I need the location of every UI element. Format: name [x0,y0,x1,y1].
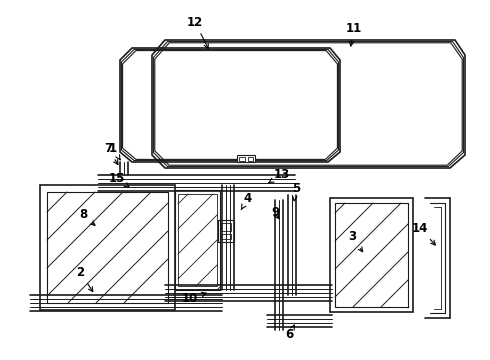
Text: 11: 11 [346,22,362,46]
Text: 14: 14 [412,221,435,245]
Text: 2: 2 [76,266,93,292]
Text: 1: 1 [109,141,120,160]
Text: 13: 13 [269,168,290,183]
Bar [221,223,231,231]
Text: 15: 15 [109,171,129,187]
Text: 7: 7 [104,141,118,165]
Bar [218,220,234,242]
Bar [237,155,255,162]
Text: 6: 6 [285,325,294,342]
Bar [248,157,253,161]
Bar [239,157,245,161]
Text: 4: 4 [241,192,252,210]
Text: 5: 5 [292,181,300,201]
Bar [221,234,231,239]
Text: 3: 3 [348,230,363,252]
Text: 12: 12 [187,15,208,48]
Text: 9: 9 [271,207,279,220]
Text: 10: 10 [182,292,206,305]
Text: 8: 8 [79,208,95,225]
